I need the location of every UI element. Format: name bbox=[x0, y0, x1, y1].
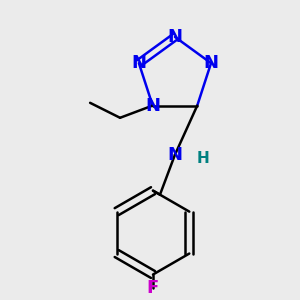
Text: F: F bbox=[147, 280, 159, 298]
Text: N: N bbox=[203, 54, 218, 72]
Text: N: N bbox=[167, 146, 182, 164]
Text: H: H bbox=[196, 151, 209, 166]
Text: N: N bbox=[167, 28, 182, 46]
Text: N: N bbox=[131, 54, 146, 72]
Text: N: N bbox=[145, 97, 160, 115]
